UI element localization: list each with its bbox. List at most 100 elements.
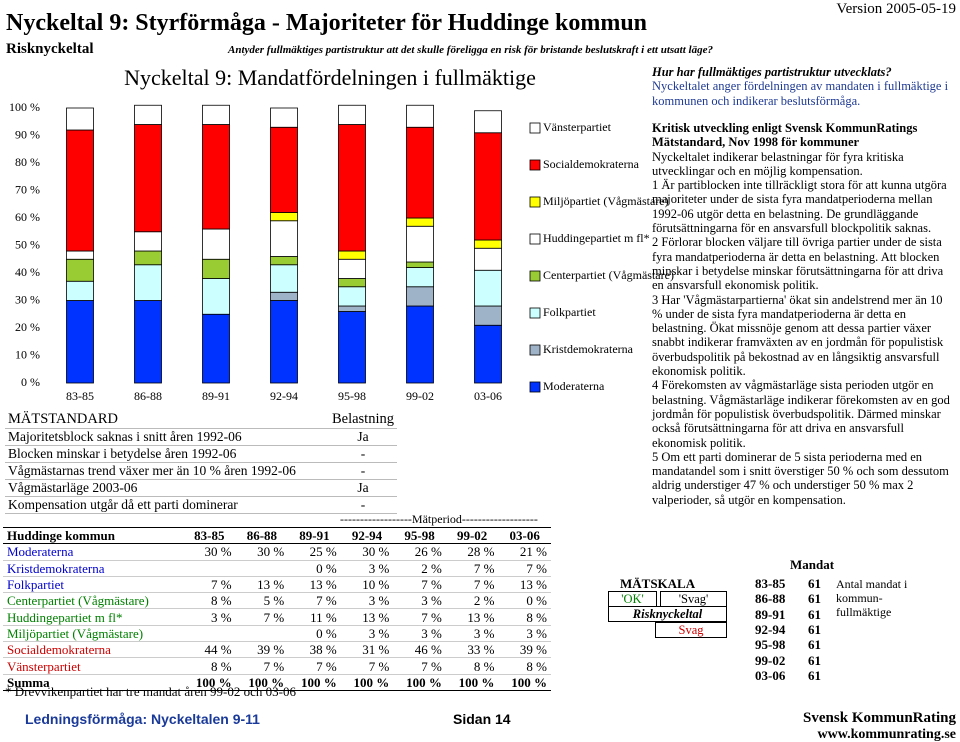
standard-table: MÄTSTANDARD Belastning Majoritetsblock sak…	[5, 411, 397, 514]
cell: 86-88	[246, 528, 278, 544]
mandat-header: Mandat	[790, 557, 835, 572]
bar-segment	[202, 228, 230, 260]
bar-segment	[270, 256, 298, 266]
cell: 100 %	[458, 674, 495, 690]
y-tick-label: 70 %	[15, 182, 40, 196]
cell: 8 %	[473, 658, 495, 674]
y-tick-label: 0 %	[21, 375, 40, 389]
scale-mandat: 61	[808, 576, 821, 591]
cell: 13 %	[519, 577, 547, 593]
cell	[183, 560, 236, 576]
bar-segment	[338, 250, 366, 260]
legend-label: Socialdemokraterna	[543, 157, 640, 171]
row: Moderaterna 30 % 30 % 25 % 30 % 26 % 28 % 21 %	[3, 544, 551, 561]
cell: 7 %	[473, 577, 495, 593]
row: Miljöpartiet (Vågmästare) 0 % 3 % 3 % 3 % 3 %	[3, 625, 551, 642]
bar-segment	[202, 258, 230, 279]
cell: 2 %	[421, 560, 442, 576]
criteria-paragraph: 2 Förlorar blocken väljare till övriga p…	[652, 235, 944, 293]
cell: 7 %	[316, 593, 337, 609]
x-tick-label: 89-91	[202, 389, 230, 403]
footer-company: Svensk KommunRating	[803, 710, 956, 726]
legend-swatch	[529, 270, 541, 282]
cell: 100 %	[195, 674, 232, 690]
cell: 21 %	[519, 544, 547, 560]
bar-segment	[134, 250, 162, 266]
bar-segment	[270, 220, 298, 257]
bar-segment	[202, 124, 230, 230]
y-tick-label: 100 %	[9, 100, 40, 114]
cell: 13 %	[257, 577, 285, 593]
row: Vågmästarnas trend växer mer än 10 % åre…	[5, 462, 397, 480]
criteria-paragraph: 4 Förekomsten av vågmästarläge sista per…	[652, 378, 950, 450]
criteria-heading: Kritisk utveckling enligt Svensk KommunR…	[652, 121, 918, 150]
cell: 100 %	[248, 674, 285, 690]
legend-swatch	[529, 159, 541, 171]
cell: Kristdemokraterna	[7, 560, 105, 576]
legend-swatch	[529, 307, 541, 319]
bar-segment	[202, 278, 230, 315]
x-tick-label: 83-85	[66, 389, 94, 403]
cell: 8 %	[211, 593, 232, 609]
period-label: ------------------Mätperiod-------------…	[340, 512, 538, 526]
answer: Nyckeltalet anger fördelningen av mandat…	[652, 79, 949, 108]
row: Kristdemokraterna 0 % 3 % 2 % 7 % 7 %	[3, 560, 551, 577]
cell: Moderaterna	[7, 544, 74, 560]
cell	[236, 625, 289, 641]
cell: 3 %	[368, 560, 390, 576]
cell: 8 %	[526, 658, 547, 674]
footnote: * Drevvikenpartiet har tre mandat åren 9…	[5, 684, 296, 699]
bar-segment	[270, 107, 298, 128]
cell: 3 %	[368, 625, 390, 641]
cell: 3 %	[421, 625, 442, 641]
bar-segment	[474, 269, 502, 307]
bar-segment	[134, 124, 162, 233]
x-tick-label: 99-02	[406, 389, 434, 403]
criteria-paragraph: 3 Har 'Vågmästarpartierna' ökat sin ande…	[652, 292, 944, 379]
cell: 3 %	[211, 609, 232, 625]
bar-segment	[406, 261, 434, 268]
version: Version 2005-05-19	[836, 1, 956, 17]
cell: 11 %	[310, 609, 337, 625]
data-table: Huddinge kommun 83-85 86-88 89-91 92-94 95-98…	[3, 527, 551, 691]
scale-period: 99-02	[755, 652, 786, 668]
legend-label: Vänsterpartiet	[543, 120, 612, 134]
bar-segment	[270, 300, 298, 384]
cell: 10 %	[362, 577, 390, 593]
cell: -	[328, 445, 397, 463]
scale-mandat: 61	[808, 606, 821, 622]
scale-period: 89-91	[755, 606, 786, 622]
bar-segment	[474, 247, 502, 271]
bar-segment	[134, 300, 162, 384]
cell: 28 %	[467, 544, 495, 560]
x-tick-label: 03-06	[474, 389, 502, 403]
header-row: MÄTSTANDARD Belastning	[5, 411, 397, 429]
cell: 0 %	[316, 625, 337, 641]
cell: Vågmästarnas trend växer mer än 10 % åre…	[5, 462, 329, 480]
cell: 5 %	[263, 593, 285, 609]
cell: 26 %	[414, 544, 442, 560]
y-tick-label: 60 %	[15, 210, 40, 224]
bar-segment	[406, 225, 434, 263]
bar-segment	[406, 104, 434, 128]
scale-period: 86-88	[755, 591, 786, 607]
cell: 7 %	[526, 560, 547, 576]
cell: 13 %	[309, 577, 337, 593]
cell: 38 %	[309, 642, 337, 658]
row: Socialdemokraterna 44 % 39 % 38 % 31 % 46 % 33…	[3, 642, 551, 658]
subtitle: Antyder fullmäktiges partistruktur att d…	[228, 44, 713, 56]
bar-segment	[474, 324, 502, 384]
criteria-paragraph: Nyckeltalet indikerar belastningar för f…	[652, 149, 904, 178]
y-tick-label: 30 %	[15, 292, 40, 306]
bar-segment	[406, 267, 434, 288]
cell: 33 %	[467, 642, 495, 658]
cell	[183, 625, 236, 641]
bar-segment	[66, 107, 94, 131]
bar-segment	[66, 250, 94, 260]
cell: 13 %	[467, 609, 495, 625]
category: Risknyckeltal	[6, 41, 94, 57]
cell: Majoritetsblock saknas i snitt åren 1992…	[5, 428, 329, 446]
cell: MÄTSTANDARD	[5, 411, 329, 429]
